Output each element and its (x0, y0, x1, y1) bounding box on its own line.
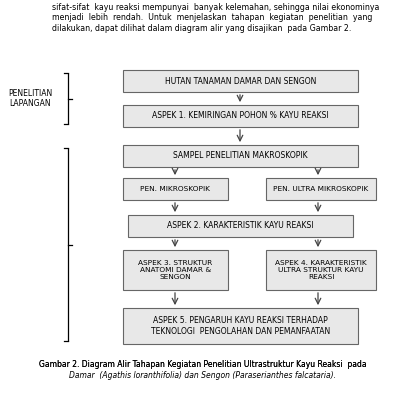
FancyBboxPatch shape (265, 178, 375, 200)
FancyBboxPatch shape (128, 215, 352, 237)
Text: ASPEK 1. KEMIRINGAN POHON % KAYU REAKSI: ASPEK 1. KEMIRINGAN POHON % KAYU REAKSI (152, 112, 328, 120)
FancyBboxPatch shape (123, 70, 357, 92)
Text: PEN. MIKROSKOPIK: PEN. MIKROSKOPIK (140, 186, 210, 192)
Text: Gambar 2. Diagram Alir Tahapan Kegiatan Penelitian Ultrastruktur Kayu Reaksi  pa: Gambar 2. Diagram Alir Tahapan Kegiatan … (39, 360, 366, 369)
Text: ASPEK 2. KARAKTERISTIK KAYU REAKSI: ASPEK 2. KARAKTERISTIK KAYU REAKSI (167, 222, 313, 230)
FancyBboxPatch shape (265, 250, 375, 290)
Text: PENELITIAN
LAPANGAN: PENELITIAN LAPANGAN (8, 89, 52, 108)
Text: SAMPEL PENELITIAN MAKROSKOPIK: SAMPEL PENELITIAN MAKROSKOPIK (173, 152, 307, 160)
Text: ASPEK 5. PENGARUH KAYU REAKSI TERHADAP
TEKNOLOGI  PENGOLAHAN DAN PEMANFAATAN: ASPEK 5. PENGARUH KAYU REAKSI TERHADAP T… (151, 316, 329, 336)
FancyBboxPatch shape (123, 250, 228, 290)
Text: sifat-sifat  kayu reaksi mempunyai  banyak kelemahan, sehingga nilai ekonominya
: sifat-sifat kayu reaksi mempunyai banyak… (52, 3, 378, 33)
Text: ASPEK 4. KARAKTERISTIK
ULTRA STRUKTUR KAYU
REAKSI: ASPEK 4. KARAKTERISTIK ULTRA STRUKTUR KA… (275, 260, 366, 280)
Text: ASPEK 3. STRUKTUR
ANATOMI DAMAR &
SENGON: ASPEK 3. STRUKTUR ANATOMI DAMAR & SENGON (138, 260, 212, 280)
Text: PEN. ULTRA MIKROSKOPIK: PEN. ULTRA MIKROSKOPIK (273, 186, 368, 192)
Text: Damar  (Agathis loranthifolia) dan Sengon (Paraserianthes falcataria).: Damar (Agathis loranthifolia) dan Sengon… (69, 371, 336, 380)
FancyBboxPatch shape (123, 308, 357, 344)
FancyBboxPatch shape (123, 145, 357, 167)
Text: Gambar 2. Diagram Alir Tahapan Kegiatan Penelitian Ultrastruktur Kayu Reaksi  pa: Gambar 2. Diagram Alir Tahapan Kegiatan … (39, 360, 366, 369)
Text: HUTAN TANAMAN DAMAR DAN SENGON: HUTAN TANAMAN DAMAR DAN SENGON (164, 76, 315, 86)
FancyBboxPatch shape (123, 105, 357, 127)
FancyBboxPatch shape (123, 178, 228, 200)
